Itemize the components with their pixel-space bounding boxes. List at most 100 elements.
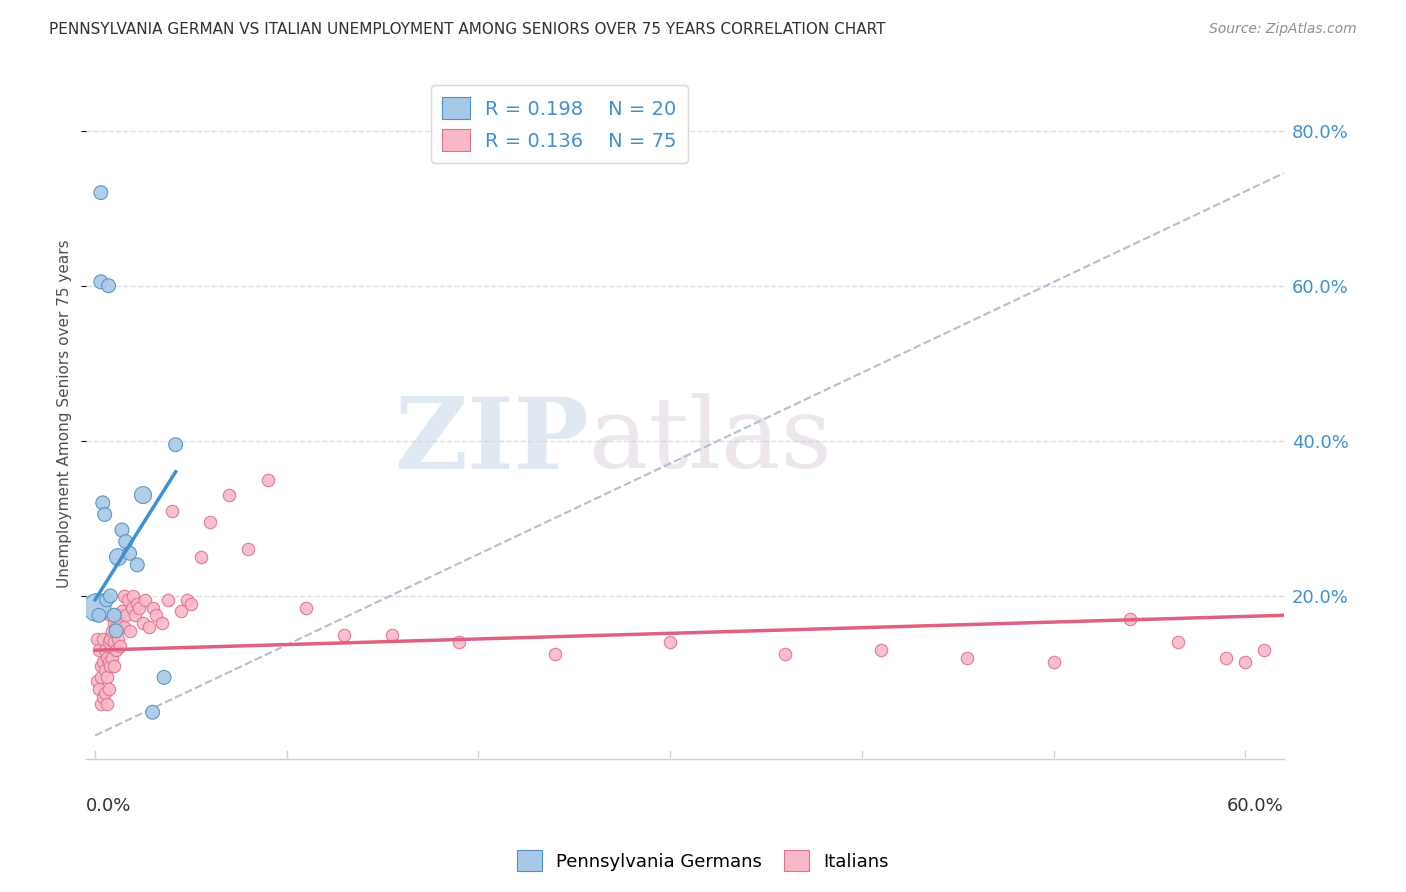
Point — [91, 496, 114, 510]
Point — [544, 647, 567, 661]
Point — [96, 651, 118, 665]
Point — [112, 589, 135, 603]
Point — [153, 670, 176, 684]
Point — [103, 615, 125, 630]
Point — [449, 635, 471, 649]
Text: ZIP: ZIP — [394, 392, 589, 490]
Point — [156, 592, 179, 607]
Point — [108, 615, 131, 630]
Point — [105, 643, 128, 657]
Point — [295, 600, 318, 615]
Point — [97, 655, 120, 669]
Point — [773, 647, 796, 661]
Point — [96, 698, 118, 712]
Point — [381, 628, 404, 642]
Point — [142, 705, 165, 719]
Point — [93, 508, 115, 522]
Point — [90, 275, 112, 289]
Point — [127, 558, 149, 572]
Point — [107, 632, 129, 646]
Point — [1253, 643, 1275, 657]
Legend: Pennsylvania Germans, Italians: Pennsylvania Germans, Italians — [509, 843, 897, 879]
Point — [87, 608, 110, 623]
Point — [86, 674, 108, 689]
Point — [108, 640, 131, 654]
Point — [90, 670, 112, 684]
Point — [90, 658, 112, 673]
Point — [90, 186, 112, 200]
Point — [103, 635, 125, 649]
Text: Source: ZipAtlas.com: Source: ZipAtlas.com — [1209, 22, 1357, 37]
Point — [97, 681, 120, 696]
Point — [105, 624, 128, 638]
Point — [90, 698, 112, 712]
Point — [176, 592, 198, 607]
Point — [91, 655, 114, 669]
Point — [128, 600, 150, 615]
Point — [86, 632, 108, 646]
Text: atlas: atlas — [589, 393, 831, 489]
Point — [1167, 635, 1189, 649]
Point — [132, 488, 155, 502]
Point — [100, 608, 122, 623]
Point — [1119, 612, 1142, 626]
Point — [118, 624, 141, 638]
Point — [101, 624, 124, 638]
Point — [97, 635, 120, 649]
Point — [659, 635, 682, 649]
Point — [87, 681, 110, 696]
Point — [165, 438, 187, 452]
Point — [160, 503, 183, 517]
Point — [1215, 651, 1237, 665]
Point — [103, 608, 125, 623]
Point — [111, 604, 134, 618]
Point — [198, 515, 221, 529]
Point — [118, 546, 141, 560]
Point — [93, 686, 115, 700]
Point — [105, 620, 128, 634]
Point — [96, 592, 118, 607]
Point — [170, 604, 193, 618]
Point — [114, 608, 136, 623]
Point — [91, 632, 114, 646]
Point — [180, 597, 202, 611]
Point — [103, 658, 125, 673]
Point — [93, 663, 115, 677]
Point — [100, 658, 122, 673]
Point — [145, 608, 167, 623]
Point — [238, 542, 260, 557]
Point — [1234, 655, 1257, 669]
Text: PENNSYLVANIA GERMAN VS ITALIAN UNEMPLOYMENT AMONG SENIORS OVER 75 YEARS CORRELAT: PENNSYLVANIA GERMAN VS ITALIAN UNEMPLOYM… — [49, 22, 886, 37]
Point — [101, 651, 124, 665]
Point — [114, 534, 136, 549]
Point — [138, 620, 160, 634]
Y-axis label: Unemployment Among Seniors over 75 years: Unemployment Among Seniors over 75 years — [58, 239, 72, 588]
Point — [111, 523, 134, 537]
Point — [134, 592, 156, 607]
Point — [96, 670, 118, 684]
Point — [117, 592, 139, 607]
Point — [97, 278, 120, 293]
Point — [107, 550, 129, 565]
Text: 0.0%: 0.0% — [86, 797, 131, 814]
Point — [121, 600, 143, 615]
Point — [93, 643, 115, 657]
Point — [87, 643, 110, 657]
Point — [256, 473, 278, 487]
Point — [107, 608, 129, 623]
Point — [956, 651, 979, 665]
Legend: R = 0.198    N = 20, R = 0.136    N = 75: R = 0.198 N = 20, R = 0.136 N = 75 — [430, 85, 689, 163]
Point — [124, 608, 146, 623]
Point — [132, 615, 155, 630]
Point — [127, 597, 149, 611]
Text: 60.0%: 60.0% — [1227, 797, 1284, 814]
Point — [190, 550, 212, 565]
Point — [122, 589, 145, 603]
Point — [870, 643, 893, 657]
Point — [100, 589, 122, 603]
Point — [142, 600, 165, 615]
Point — [100, 632, 122, 646]
Point — [112, 620, 135, 634]
Point — [218, 488, 240, 502]
Point — [333, 628, 356, 642]
